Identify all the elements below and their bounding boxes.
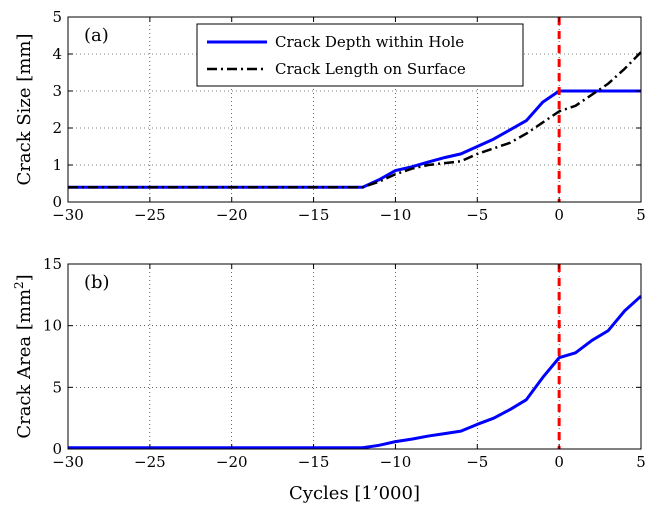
x-tick-label: −25 — [134, 453, 166, 471]
legend-box — [196, 23, 524, 87]
x-axis-label: Cycles [1’000] — [289, 483, 420, 504]
axes-box — [67, 263, 642, 450]
y-axis-label: Crack Size [mm] — [14, 34, 35, 186]
y-tick-label: 4 — [52, 45, 62, 63]
y-tick-label: 5 — [52, 8, 62, 26]
x-tick-label: −30 — [52, 206, 84, 224]
y-tick-label: 1 — [52, 156, 62, 174]
x-tick-label: −5 — [466, 206, 488, 224]
x-tick-label: −20 — [216, 453, 248, 471]
y-tick-label: 0 — [52, 193, 62, 211]
axes-box — [67, 16, 642, 203]
panel-a: −30 −25 −20 −15 −10 −5 0 5 0 1 2 3 4 5 (a) Crack Size [… — [14, 8, 646, 224]
series-line-0 — [68, 294, 643, 450]
y-tick-label: 2 — [52, 119, 62, 137]
y-tick-label: 10 — [43, 317, 62, 335]
x-tick-label: 5 — [636, 206, 646, 224]
series-line-1 — [68, 51, 642, 189]
x-tick-label: −10 — [380, 206, 412, 224]
y-tick-label: 3 — [52, 82, 62, 100]
panel-label: (a) — [84, 25, 109, 46]
x-tick-label: 0 — [554, 453, 564, 471]
x-tick-label: −10 — [380, 453, 412, 471]
panel-b: −30 −25 −20 −15 −10 −5 0 5 0 5 10 15 (b) Crack Area [… — [12, 255, 646, 504]
y-tick-label: 5 — [52, 378, 62, 396]
x-tick-label: −15 — [298, 453, 330, 471]
legend-label-0: Crack Depth within Hole — [275, 33, 464, 51]
panel-label: (b) — [84, 272, 110, 293]
x-tick-label: −15 — [298, 206, 330, 224]
x-tick-label: −25 — [134, 206, 166, 224]
legend-label-1: Crack Length on Surface — [275, 60, 466, 78]
series-line-0 — [68, 89, 641, 189]
x-tick-label: −30 — [52, 453, 84, 471]
x-tick-label: 0 — [554, 206, 564, 224]
y-axis-label: Crack Area [mm2] — [12, 274, 35, 438]
x-tick-label: 5 — [636, 453, 646, 471]
y-tick-label: 15 — [43, 255, 62, 273]
x-tick-label: −5 — [466, 453, 488, 471]
x-tick-label: −20 — [216, 206, 248, 224]
y-tick-label: 0 — [52, 440, 62, 458]
